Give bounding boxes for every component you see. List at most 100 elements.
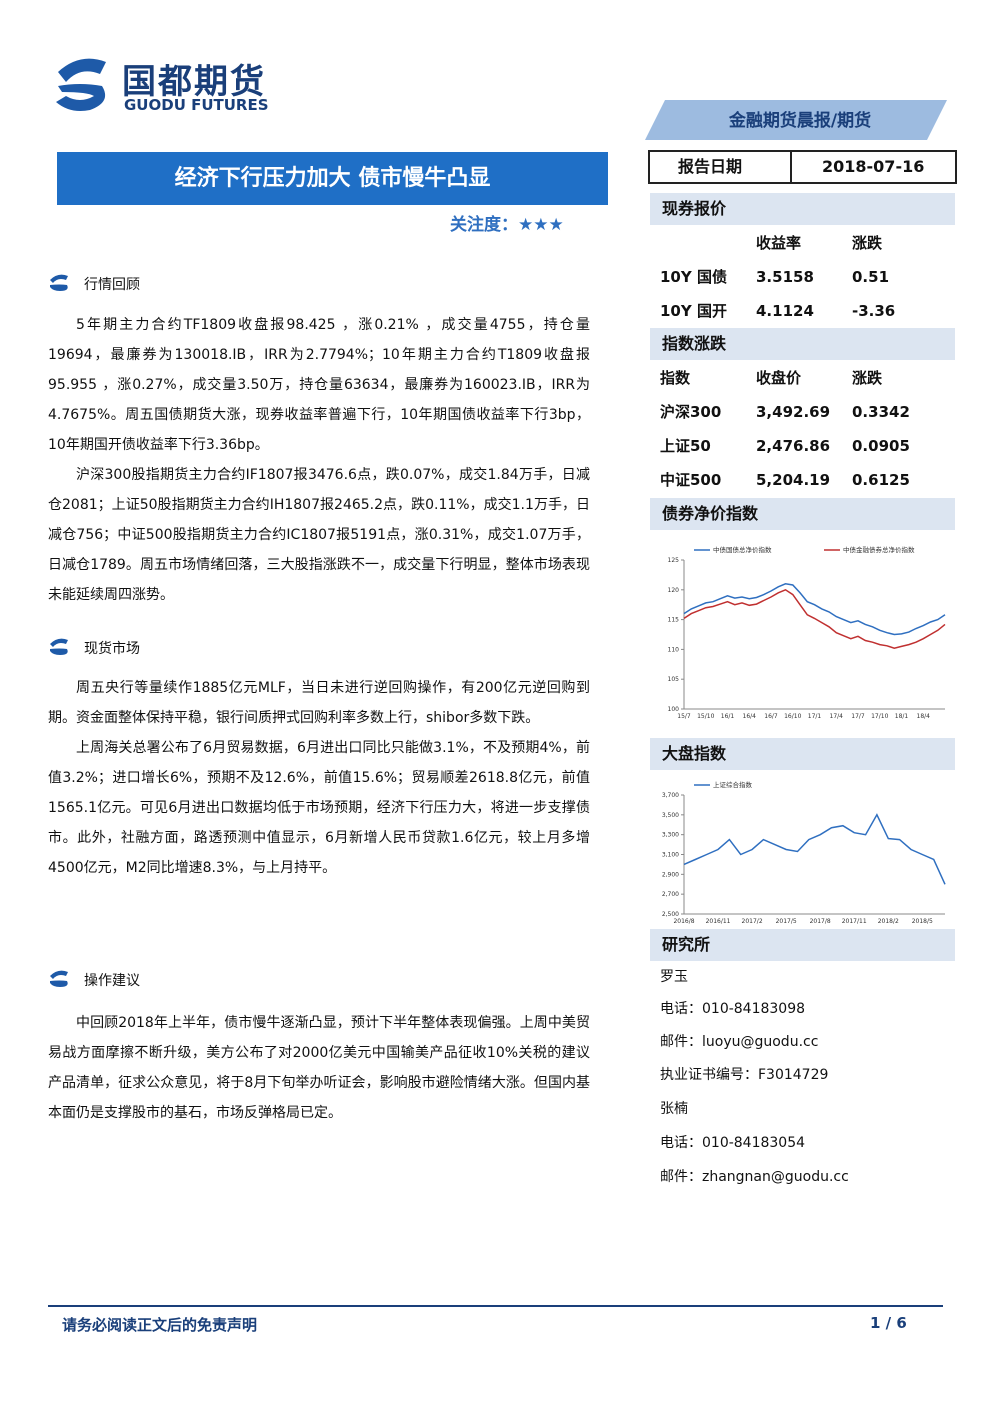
table-header: 收益率 涨跌: [660, 226, 955, 260]
x-tick-label: 16/4: [743, 713, 757, 720]
cell: 沪深300: [660, 403, 722, 421]
contact-line: 邮件：zhangnan@guodu.cc: [660, 1169, 849, 1185]
cell: 3.5158: [756, 268, 814, 286]
cell: 中证500: [660, 471, 722, 489]
section-title: 现货市场: [84, 641, 140, 657]
section-icon: [50, 274, 68, 291]
attention: 关注度：★★★: [450, 210, 564, 235]
x-tick-label: 2016/8: [673, 918, 694, 925]
side-heading: 指数涨跌: [650, 328, 955, 360]
series-line: [683, 588, 946, 649]
paragraph: 沪深300股指期货主力合约IF1807报3476.6点，跌0.07%，成交1.8…: [48, 467, 590, 603]
contact-line: 张楠: [660, 1101, 688, 1117]
cell: -3.36: [852, 302, 896, 320]
side-heading: 大盘指数: [650, 738, 955, 770]
index-chart: 2,500 2,700 2,900 3,100 3,300 3,500 3,700 2016/…: [662, 780, 946, 925]
x-tick-label: 2018/5: [912, 918, 933, 925]
x-tick-label: 2017/8: [810, 918, 831, 925]
cell: 2,476.86: [756, 437, 831, 455]
contact-line: 执业证书编号：F3014729: [660, 1067, 829, 1083]
section-body: 周五央行等量续作1885亿元MLF，当日未进行逆回购操作，有200亿元逆回购到期…: [48, 673, 590, 883]
contact-line: 电话：010-84183054: [660, 1135, 806, 1151]
report-date-value: 2018-07-16: [822, 157, 925, 176]
contact-line: 罗玉: [660, 969, 688, 985]
section-body: 中回顾2018年上半年，债市慢牛逐渐凸显，预计下半年整体表现偏强。上周中美贸易战…: [48, 1008, 590, 1128]
x-tick-label: 2018/2: [878, 918, 899, 925]
section-icon: [50, 970, 68, 987]
column-header: 指数: [660, 369, 691, 387]
x-tick-label: 2017/11: [842, 918, 867, 925]
x-tick-label: 16/1: [721, 713, 735, 720]
attention-stars: ★★★: [518, 215, 564, 235]
section-icon: [50, 638, 68, 655]
attention-label: 关注度：: [450, 215, 518, 235]
y-tick-label: 3,700: [662, 792, 679, 799]
footer-rule: [48, 1305, 943, 1307]
series-line: [683, 813, 946, 885]
x-tick-label: 17/10: [871, 713, 888, 720]
logo-cn: 国都期货: [122, 62, 266, 102]
banner-text: 金融期货晨报/期货: [728, 110, 871, 131]
x-tick-label: 18/1: [895, 713, 909, 720]
x-tick-label: 2016/11: [706, 918, 731, 925]
y-tick-label: 3,500: [662, 812, 679, 819]
logo-en: GUODU FUTURES: [124, 96, 269, 114]
side-heading: 债券净价指数: [650, 498, 955, 530]
title: 经济下行压力加大 债市慢牛凸显: [57, 152, 608, 205]
cell: 5,204.19: [756, 471, 831, 489]
bond-chart: 100 105 110 115 120 125 15/7 15/10 16/1 16/4 16/7 1…: [668, 545, 946, 720]
cell: 10Y 国债: [660, 268, 727, 286]
cell: 0.3342: [852, 403, 910, 421]
side-heading: 研究所: [650, 929, 955, 961]
section-title: 操作建议: [84, 973, 140, 989]
section-title: 行情回顾: [84, 277, 140, 293]
y-tick-label: 105: [668, 676, 680, 683]
x-tick-label: 17/7: [851, 713, 865, 720]
table-header: 指数 收盘价 涨跌: [660, 361, 955, 395]
series-line: [683, 583, 946, 636]
paragraph: 5年期主力合约TF1809收盘报98.425 ，涨0.21% ，成交量4755，…: [48, 317, 590, 453]
report-date: 报告日期 2018-07-16: [648, 150, 957, 184]
y-tick-label: 115: [668, 617, 680, 624]
cell: 4.1124: [756, 302, 814, 320]
x-tick-label: 16/7: [764, 713, 778, 720]
table-row: 上证50 2,476.86 0.0905: [660, 429, 955, 463]
y-tick-label: 120: [668, 587, 680, 594]
y-tick-label: 125: [668, 557, 680, 564]
y-tick-label: 2,900: [662, 871, 679, 878]
paragraph: 上周海关总署公布了6月贸易数据，6月进出口同比只能做3.1%，不及预期4%，前值…: [48, 740, 590, 876]
x-tick-label: 16/10: [784, 713, 801, 720]
legend-label: 中债金融债券总净价指数: [843, 545, 915, 554]
y-tick-label: 110: [668, 646, 680, 653]
disclaimer: 请务必阅读正文后的免责声明: [62, 1316, 258, 1334]
cell: 0.6125: [852, 471, 910, 489]
logo-icon: [56, 58, 106, 111]
section-heading: 现货市场: [48, 636, 588, 660]
y-tick-label: 3,300: [662, 832, 679, 839]
cell: 10Y 国开: [660, 302, 727, 320]
y-tick-label: 2,700: [662, 891, 679, 898]
x-tick-label: 2017/5: [776, 918, 797, 925]
x-tick-label: 15/10: [697, 713, 714, 720]
y-tick-label: 100: [668, 706, 680, 713]
paragraph: 中回顾2018年上半年，债市慢牛逐渐凸显，预计下半年整体表现偏强。上周中美贸易战…: [48, 1015, 590, 1121]
table-row: 中证500 5,204.19 0.6125: [660, 463, 955, 497]
cell: 上证50: [660, 437, 711, 455]
contact-line: 电话：010-84183098: [660, 1001, 806, 1017]
table-row: 10Y 国债 3.5158 0.51: [660, 260, 955, 294]
column-header: 涨跌: [852, 234, 883, 252]
legend-label: 中债国债总净价指数: [713, 545, 772, 554]
table-row: 沪深300 3,492.69 0.3342: [660, 395, 955, 429]
y-tick-label: 2,500: [662, 911, 679, 918]
cell: 0.0905: [852, 437, 910, 455]
table-row: 10Y 国开 4.1124 -3.36: [660, 294, 955, 328]
cell: 3,492.69: [756, 403, 831, 421]
x-tick-label: 17/1: [808, 713, 822, 720]
x-tick-label: 17/4: [830, 713, 844, 720]
x-tick-label: 15/7: [677, 713, 691, 720]
legend-label: 上证综合指数: [713, 780, 753, 789]
x-tick-label: 18/4: [917, 713, 931, 720]
side-heading: 现券报价: [650, 193, 955, 225]
column-header: 收益率: [756, 234, 802, 252]
